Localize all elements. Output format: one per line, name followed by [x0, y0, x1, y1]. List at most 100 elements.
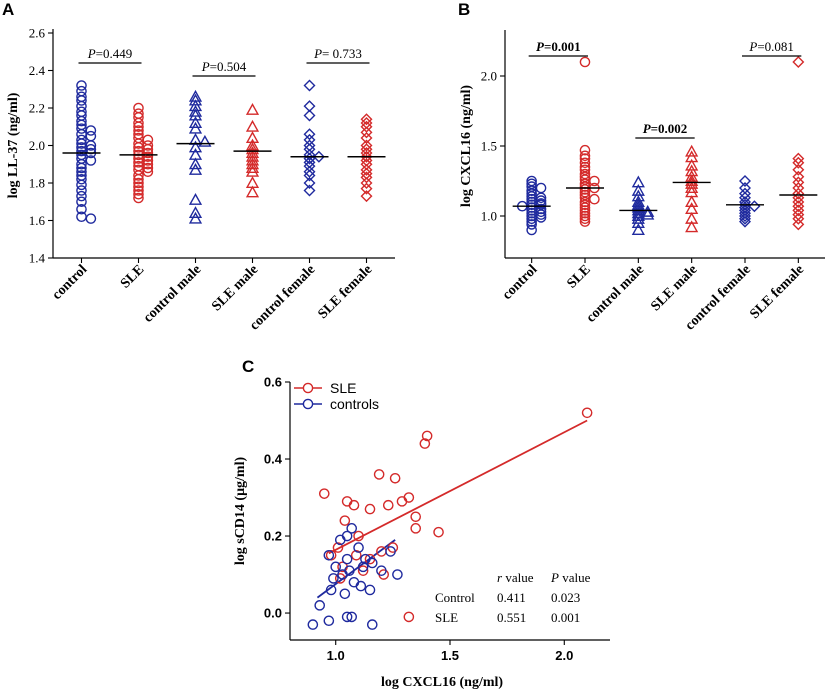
data-point [303, 177, 316, 189]
data-point [360, 113, 373, 126]
stats-row-label: SLE [435, 610, 458, 625]
data-point [792, 187, 805, 200]
y-tick-label: 2.0 [481, 69, 497, 84]
p-value-label: P=0.001 [536, 39, 581, 54]
panel-letter-b: B [458, 0, 470, 19]
data-point [526, 219, 537, 230]
data-point [323, 549, 335, 561]
data-point [133, 185, 144, 196]
x-category-label: SLE female [747, 262, 807, 322]
data-point [318, 488, 330, 499]
legend-marker [302, 398, 314, 410]
data-point [739, 207, 751, 220]
data-point [579, 196, 591, 208]
data-point [133, 188, 144, 200]
data-point [685, 174, 699, 187]
data-point [303, 165, 316, 178]
data-point [579, 150, 591, 162]
data-point [303, 169, 316, 182]
y-tick-label: 0.2 [264, 529, 282, 544]
data-point [353, 530, 364, 542]
data-point [339, 588, 351, 600]
panel-c-chart: 0.0 0.2 0.4 0.6 1.0 1.5 2.0 log CXCL16 (ng/ml) l… [233, 375, 610, 690]
data-point [341, 611, 353, 623]
y-tick-label: 1.4 [29, 251, 46, 266]
data-point [579, 216, 591, 227]
data-point [579, 213, 591, 225]
y-tick-label: 0.4 [264, 452, 283, 467]
data-point [631, 223, 645, 236]
regression-line-sle [328, 419, 588, 555]
data-point [579, 56, 591, 68]
data-point [792, 191, 805, 204]
stats-row-r: 0.411 [497, 590, 526, 605]
data-point [385, 546, 396, 557]
x-tick-label: 1.5 [441, 648, 459, 663]
x-category-label: SLE male [209, 262, 261, 314]
data-point [739, 201, 751, 214]
data-point [76, 173, 87, 185]
data-point [133, 181, 144, 193]
data-point [641, 204, 655, 217]
y-tick-label: 2.6 [29, 26, 46, 41]
data-point [245, 131, 260, 144]
data-point [312, 150, 325, 163]
data-point [188, 93, 203, 106]
y-axis-title: log sCD14 (μg/ml) [233, 457, 248, 566]
data-point [373, 469, 385, 480]
data-point [76, 190, 87, 202]
data-point [792, 170, 805, 183]
data-point [403, 611, 415, 623]
x-category-label: SLE female [316, 262, 376, 322]
data-point [307, 619, 319, 630]
data-point [332, 542, 344, 553]
data-point [76, 95, 87, 106]
data-point [360, 139, 373, 152]
data-point [133, 173, 144, 185]
stats-header-r: r value [497, 570, 534, 585]
data-point [685, 144, 699, 157]
data-point [382, 499, 394, 511]
data-point [526, 216, 537, 227]
x-category-label: control [500, 262, 541, 303]
p-value-number: =0.002 [651, 121, 688, 136]
data-point [76, 115, 87, 127]
data-point [360, 143, 373, 156]
data-point [339, 515, 351, 526]
data-point [739, 198, 751, 211]
data-point [337, 569, 348, 580]
data-point [85, 130, 97, 142]
data-point [76, 203, 87, 215]
data-point [360, 126, 373, 139]
data-point [76, 158, 87, 170]
data-point [245, 157, 260, 170]
p-value-label: P= 0.733 [313, 46, 362, 61]
data-point [364, 584, 376, 596]
legend-label: controls [330, 396, 379, 412]
data-point [526, 224, 537, 236]
data-point [360, 120, 373, 133]
data-point [303, 79, 316, 92]
data-point [792, 218, 805, 231]
data-point [330, 561, 342, 573]
data-point [76, 134, 87, 146]
data-point [188, 193, 203, 205]
p-italic: P [536, 39, 545, 54]
stats-row-p: 0.001 [551, 610, 580, 625]
data-point [631, 211, 645, 224]
p-value-number: =0.449 [96, 46, 133, 61]
x-tick-label: 2.0 [555, 648, 573, 663]
data-point [188, 157, 203, 170]
data-point [360, 147, 373, 159]
data-point [133, 125, 144, 136]
data-point [85, 155, 97, 166]
data-point [792, 152, 805, 165]
data-point [245, 119, 260, 132]
data-point [579, 184, 591, 195]
data-point [526, 213, 537, 225]
data-point [581, 407, 593, 419]
y-tick-label: 1.6 [29, 213, 46, 228]
data-point [76, 166, 87, 178]
